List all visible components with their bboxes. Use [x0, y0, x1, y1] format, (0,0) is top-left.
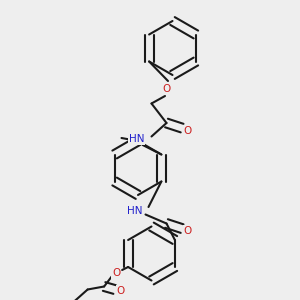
Text: O: O: [112, 268, 120, 278]
Text: O: O: [162, 83, 171, 94]
Text: O: O: [183, 226, 192, 236]
Text: O: O: [116, 286, 125, 296]
Text: HN: HN: [127, 206, 142, 217]
Text: O: O: [183, 125, 192, 136]
Text: HN: HN: [128, 134, 144, 145]
